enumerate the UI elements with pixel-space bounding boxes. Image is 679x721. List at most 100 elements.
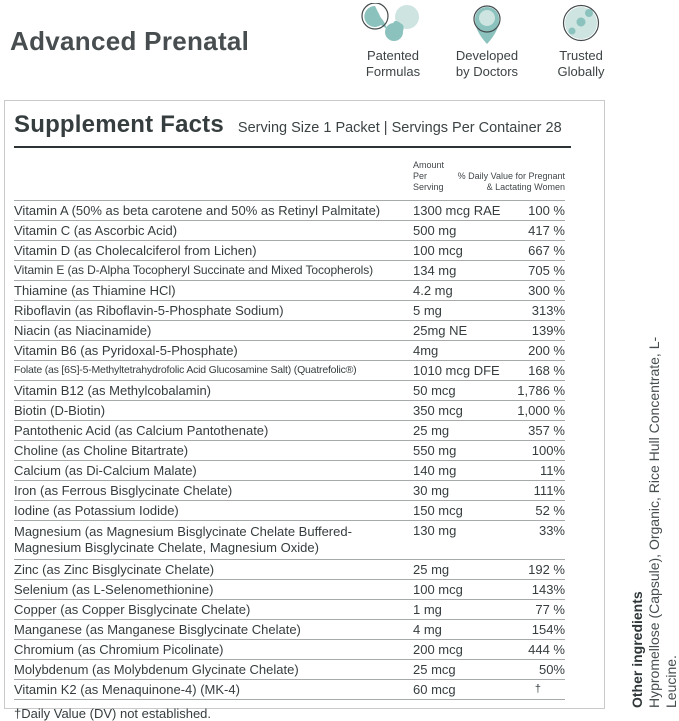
table-row: Iodine (as Potassium Iodide) 150 mcg 52 … bbox=[14, 501, 565, 521]
ingredient-daily-value: 313% bbox=[531, 303, 565, 318]
ingredient-daily-value: 357 % bbox=[528, 423, 565, 438]
table-row: Copper (as Copper Bisglycinate Chelate) … bbox=[14, 600, 565, 620]
table-row: Magnesium (as Magnesium Bisglycinate Che… bbox=[14, 521, 565, 560]
ingredient-amount: 1010 mcg DFE bbox=[413, 363, 500, 378]
ingredient-daily-value: 705 % bbox=[528, 263, 565, 278]
ingredient-name: Iron (as Ferrous Bisglycinate Chelate) bbox=[14, 483, 233, 498]
ingredient-name: Thiamine (as Thiamine HCl) bbox=[14, 283, 176, 298]
ingredient-name: Vitamin A (50% as beta carotene and 50% … bbox=[14, 203, 381, 218]
ingredient-amount: 500 mg bbox=[413, 223, 457, 238]
table-row: Selenium (as L-Selenomethionine) 100 mcg… bbox=[14, 580, 565, 600]
ingredient-amount: 1300 mcg RAE bbox=[413, 203, 501, 218]
ingredient-name: Vitamin D (as Cholecalciferol from Liche… bbox=[14, 243, 257, 258]
serving-info: Serving Size 1 Packet | Servings Per Con… bbox=[237, 120, 562, 136]
badge-patented-formulas: Patented Formulas bbox=[346, 3, 440, 80]
ingredient-daily-value: 33% bbox=[538, 523, 565, 538]
table-row: Niacin (as Niacinamide) 25mg NE 139% bbox=[14, 321, 565, 341]
ingredient-amount: 30 mg bbox=[413, 483, 450, 498]
supplement-facts-panel: Supplement Facts Serving Size 1 Packet |… bbox=[4, 100, 605, 721]
ingredient-amount: 4 mg bbox=[413, 622, 442, 637]
ingredient-amount: 25 mcg bbox=[413, 662, 456, 677]
ingredient-name: Iodine (as Potassium Iodide) bbox=[14, 503, 179, 518]
ingredient-name: Niacin (as Niacinamide) bbox=[14, 323, 152, 338]
other-ingredients-heading: Other ingredients bbox=[629, 591, 645, 708]
ingredient-table: Vitamin A (50% as beta carotene and 50% … bbox=[14, 201, 565, 700]
ingredient-amount: 50 mcg bbox=[413, 383, 456, 398]
ingredient-amount: 100 mcg bbox=[413, 582, 463, 597]
table-row: Vitamin K2 (as Menaquinone-4) (MK-4) 60 … bbox=[14, 680, 565, 700]
table-row: Vitamin D (as Cholecalciferol from Liche… bbox=[14, 241, 565, 261]
ingredient-daily-value: 111% bbox=[533, 483, 565, 498]
ingredient-amount: 5 mg bbox=[413, 303, 442, 318]
table-row: Riboflavin (as Riboflavin-5-Phosphate So… bbox=[14, 301, 565, 321]
table-row: Vitamin B6 (as Pyridoxal-5-Phosphate) 4m… bbox=[14, 341, 565, 361]
table-row: Molybdenum (as Molybdenum Glycinate Chel… bbox=[14, 660, 565, 680]
ingredient-daily-value: 192 % bbox=[528, 562, 565, 577]
badge-label-line2: by Doctors bbox=[455, 64, 519, 79]
ingredient-daily-value: 143% bbox=[531, 582, 565, 597]
panel-header: Supplement Facts Serving Size 1 Packet |… bbox=[14, 111, 571, 139]
ingredient-amount: 550 mg bbox=[413, 443, 457, 458]
ingredient-daily-value: 417 % bbox=[528, 223, 565, 238]
ingredient-daily-value: 1,786 % bbox=[517, 383, 565, 398]
ingredient-amount: 140 mg bbox=[413, 463, 457, 478]
ingredient-amount: 130 mg bbox=[413, 523, 457, 538]
ingredient-daily-value: 667 % bbox=[528, 243, 565, 258]
badge-trusted-globally: Trusted Globally bbox=[534, 3, 628, 80]
table-row: Vitamin A (50% as beta carotene and 50% … bbox=[14, 201, 565, 221]
table-row: Calcium (as Di-Calcium Malate) 140 mg 11… bbox=[14, 461, 565, 481]
ingredient-amount: 25 mg bbox=[413, 562, 450, 577]
ingredient-daily-value: 100 % bbox=[528, 203, 565, 218]
ingredient-name: Manganese (as Manganese Bisglycinate Che… bbox=[14, 622, 301, 637]
ingredient-daily-value: 154% bbox=[531, 622, 565, 637]
ingredient-name: Vitamin B6 (as Pyridoxal-5-Phosphate) bbox=[14, 343, 238, 358]
dv-header-line2: & Lactating Women bbox=[486, 182, 565, 192]
badge-label-line1: Trusted bbox=[559, 48, 603, 63]
ingredient-amount: 200 mcg bbox=[413, 642, 463, 657]
droplet-icon bbox=[470, 3, 504, 45]
ingredient-name: Biotin (D-Biotin) bbox=[14, 403, 106, 418]
ingredient-name: Pantothenic Acid (as Calcium Pantothenat… bbox=[14, 423, 269, 438]
ingredient-name: Selenium (as L-Selenomethionine) bbox=[14, 582, 214, 597]
table-row: Iron (as Ferrous Bisglycinate Chelate) 3… bbox=[14, 481, 565, 501]
ingredient-name: Zinc (as Zinc Bisglycinate Chelate) bbox=[14, 562, 215, 577]
dv-header-line1: % Daily Value for Pregnant bbox=[457, 171, 565, 181]
ingredient-amount: 4.2 mg bbox=[413, 283, 453, 298]
table-row: Zinc (as Zinc Bisglycinate Chelate) 25 m… bbox=[14, 560, 565, 580]
ingredient-amount: 100 mcg bbox=[413, 243, 463, 258]
table-column-headers: Amount Per Serving % Daily Value for Pre… bbox=[14, 148, 565, 201]
ingredient-daily-value: 168 % bbox=[528, 363, 565, 378]
daily-value-footnote: †Daily Value (DV) not established. bbox=[14, 706, 212, 721]
table-row: Chromium (as Chromium Picolinate) 200 mc… bbox=[14, 640, 565, 660]
molecule-icon bbox=[361, 3, 425, 45]
ingredient-daily-value: 52 % bbox=[535, 503, 565, 518]
badge-label-line1: Developed bbox=[455, 48, 519, 63]
ingredient-amount: 1 mg bbox=[413, 602, 442, 617]
ingredient-amount: 134 mg bbox=[413, 263, 457, 278]
badge-label: Trusted Globally bbox=[558, 48, 605, 80]
table-row: Folate (as [6S]-5-Methyltetrahydrofolic … bbox=[14, 361, 565, 381]
ingredient-name: Chromium (as Chromium Picolinate) bbox=[14, 642, 224, 657]
badge-group: Patented Formulas Developed by Doctors bbox=[346, 3, 628, 80]
ingredient-daily-value: 77 % bbox=[535, 602, 565, 617]
ingredient-name: Folate (as [6S]-5-Methyltetrahydrofolic … bbox=[14, 364, 357, 376]
table-row: Pantothenic Acid (as Calcium Pantothenat… bbox=[14, 421, 565, 441]
ingredient-daily-value: 139% bbox=[531, 323, 565, 338]
header-rule bbox=[14, 146, 571, 148]
table-row: Vitamin C (as Ascorbic Acid) 500 mg 417 … bbox=[14, 221, 565, 241]
ingredient-amount: 4mg bbox=[413, 343, 439, 358]
amount-header-line2: Serving bbox=[413, 182, 444, 192]
amount-header-line1: Amount Per bbox=[413, 160, 445, 181]
ingredient-daily-value: † bbox=[534, 683, 541, 695]
ingredient-daily-value: 100% bbox=[531, 443, 565, 458]
ingredient-name: Copper (as Copper Bisglycinate Chelate) bbox=[14, 602, 251, 617]
table-row: Choline (as Choline Bitartrate) 550 mg 1… bbox=[14, 441, 565, 461]
ingredient-name: Vitamin K2 (as Menaquinone-4) (MK-4) bbox=[14, 682, 240, 697]
table-row: Biotin (D-Biotin) 350 mcg 1,000 % bbox=[14, 401, 565, 421]
ingredient-amount: 150 mcg bbox=[413, 503, 463, 518]
daily-value-header: % Daily Value for Pregnant & Lactating W… bbox=[458, 171, 565, 193]
badge-developed-by-doctors: Developed by Doctors bbox=[440, 3, 534, 80]
globe-icon bbox=[561, 3, 601, 45]
ingredient-amount: 25 mg bbox=[413, 423, 450, 438]
ingredient-daily-value: 300 % bbox=[528, 283, 565, 298]
